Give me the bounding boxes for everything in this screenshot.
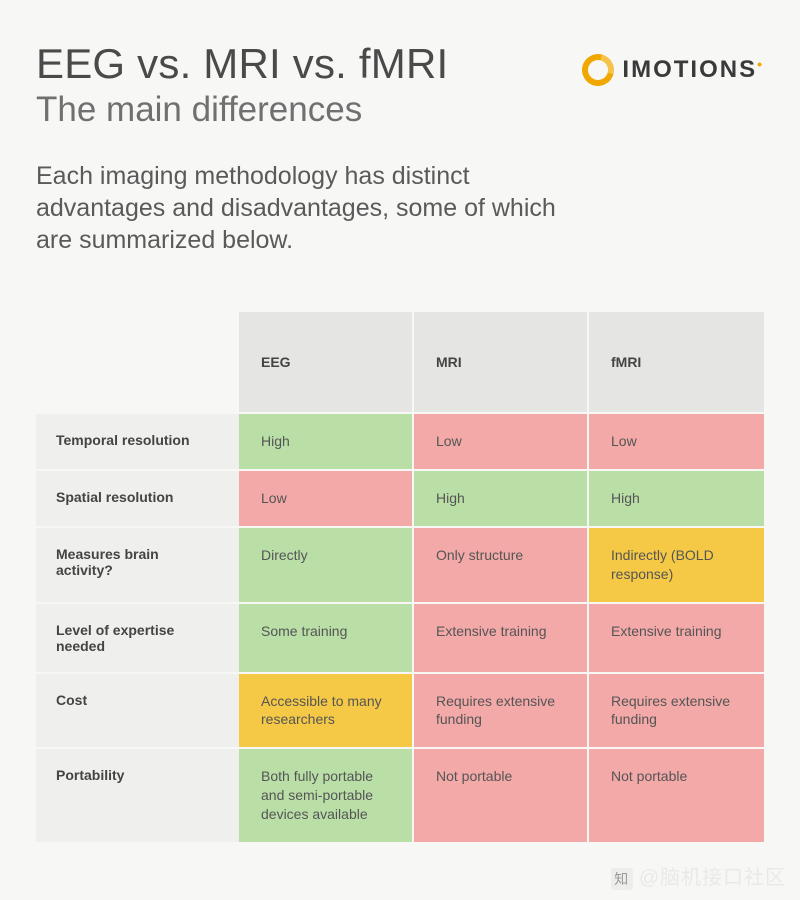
table-column-header: MRI: [414, 312, 589, 412]
page-title: EEG vs. MRI vs. fMRI: [36, 40, 582, 88]
watermark: 知 @脑机接口社区: [611, 861, 786, 890]
watermark-text: @脑机接口社区: [639, 867, 786, 889]
table-cell: Low: [589, 412, 764, 469]
page-subtitle: The main differences: [36, 90, 582, 130]
table-column-header: fMRI: [589, 312, 764, 412]
page: EEG vs. MRI vs. fMRI The main difference…: [0, 0, 800, 842]
table-cell: Not portable: [414, 747, 589, 842]
table-column-header: EEG: [239, 312, 414, 412]
table-cell: High: [589, 469, 764, 526]
table-cell: Extensive training: [414, 602, 589, 672]
header-row: EEG vs. MRI vs. fMRI The main difference…: [36, 40, 764, 130]
table-row-label: Portability: [36, 747, 239, 842]
table-cell: Extensive training: [589, 602, 764, 672]
table-row-label: Cost: [36, 672, 239, 748]
table-row-label: Level of expertise needed: [36, 602, 239, 672]
table-cell: Some training: [239, 602, 414, 672]
table-row-label: Measures brain activity?: [36, 526, 239, 602]
titles: EEG vs. MRI vs. fMRI The main difference…: [36, 40, 582, 130]
table-cell: Requires extensive funding: [414, 672, 589, 748]
brand-logo: IMOTIONS•: [582, 40, 764, 86]
table-cell: Directly: [239, 526, 414, 602]
table-cell: Both fully portable and semi-portable de…: [239, 747, 414, 842]
table-cell: Only structure: [414, 526, 589, 602]
table-cell: Accessible to many researchers: [239, 672, 414, 748]
table-cell: Indirectly (BOLD response): [589, 526, 764, 602]
table-cell: High: [239, 412, 414, 469]
logo-trademark-icon: •: [757, 56, 764, 72]
table-cell: Requires extensive funding: [589, 672, 764, 748]
table-cell: Not portable: [589, 747, 764, 842]
table-header-blank: [36, 312, 239, 412]
table-row-label: Temporal resolution: [36, 412, 239, 469]
zhihu-icon: 知: [611, 868, 633, 890]
table-cell: Low: [239, 469, 414, 526]
intro-text: Each imaging methodology has distinct ad…: [36, 160, 596, 256]
table-cell: High: [414, 469, 589, 526]
comparison-table: EEGMRIfMRITemporal resolutionHighLowLowS…: [36, 312, 764, 842]
table-cell: Low: [414, 412, 589, 469]
logo-wordmark: IMOTIONS: [622, 56, 757, 83]
logo-ring-icon: [577, 48, 621, 92]
logo-text: IMOTIONS•: [622, 56, 764, 84]
table-row-label: Spatial resolution: [36, 469, 239, 526]
